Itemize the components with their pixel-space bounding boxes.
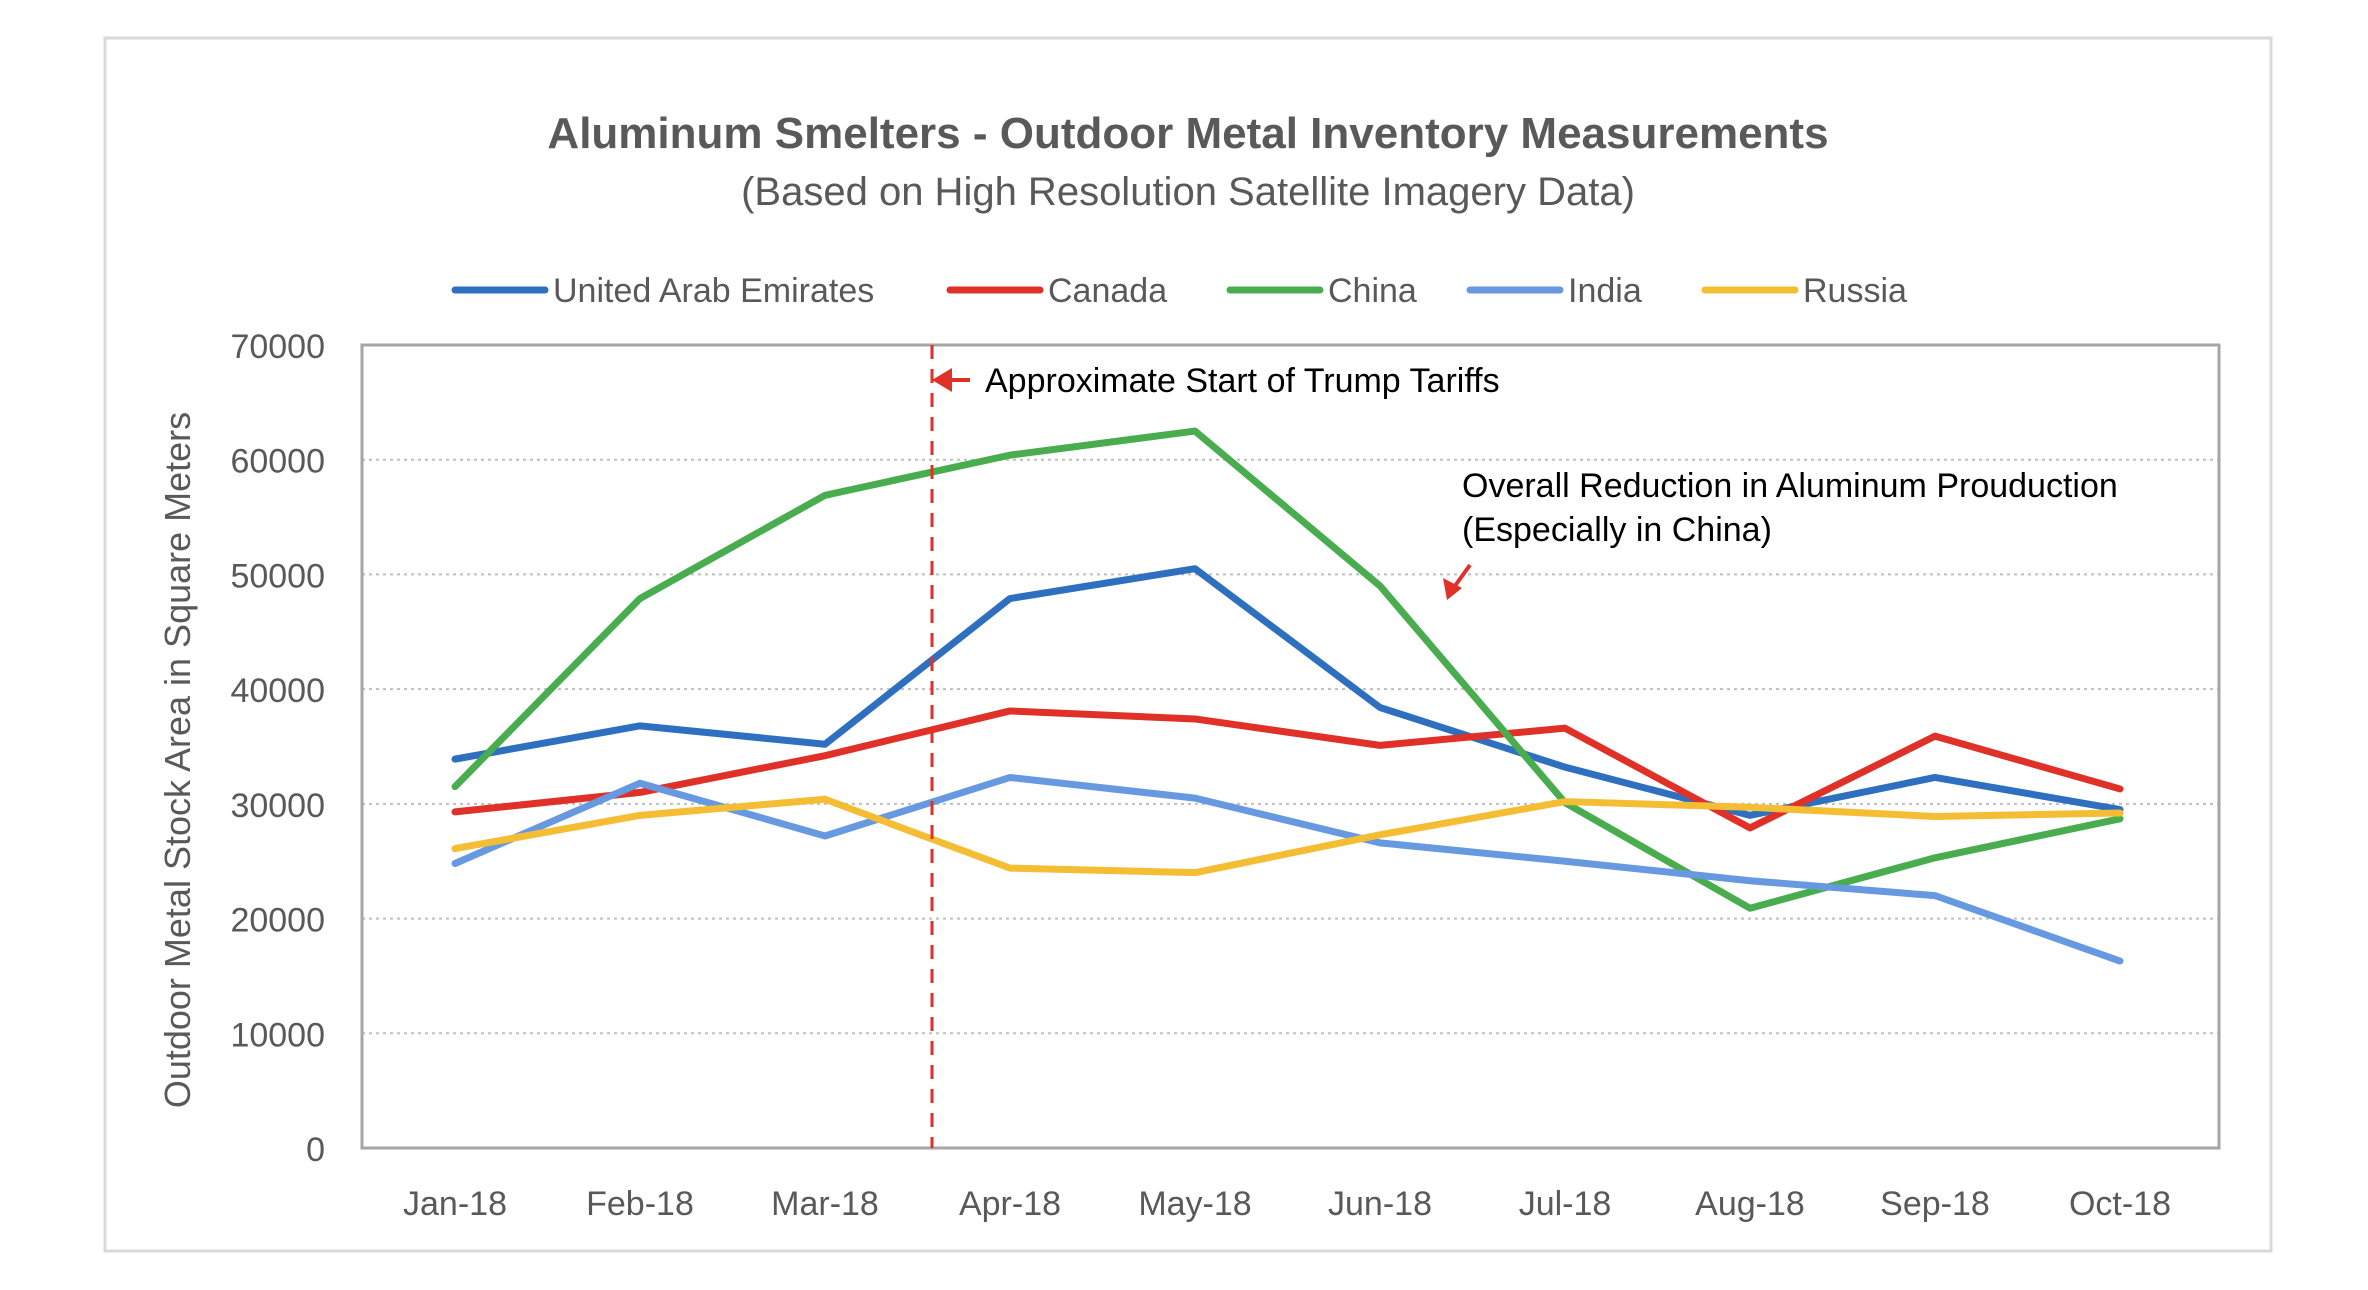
x-tick-label: Aug-18	[1695, 1185, 1805, 1223]
reduction-annotation-line1: Overall Reduction in Aluminum Prouductio…	[1462, 467, 2118, 505]
legend-label: India	[1568, 272, 1642, 310]
series-lines	[451, 427, 2124, 965]
legend-item-united-arab-emirates: United Arab Emirates	[451, 272, 874, 310]
chart-frame	[103, 36, 2273, 1253]
y-tick-label: 10000	[230, 1016, 325, 1054]
x-tick-label: May-18	[1138, 1185, 1251, 1223]
x-tick-label: Mar-18	[771, 1185, 879, 1223]
x-tick-label: Jun-18	[1328, 1185, 1432, 1223]
series-line-china	[451, 427, 2124, 912]
y-tick-label: 60000	[230, 443, 325, 481]
chart-title: Aluminum Smelters - Outdoor Metal Invent…	[547, 109, 1828, 158]
legend: United Arab Emirates Canada China India Russ…	[451, 272, 1907, 310]
chart-subtitle: (Based on High Resolution Satellite Imag…	[741, 170, 1635, 214]
tariff-arrow-icon	[932, 368, 970, 392]
x-tick-label: Oct-18	[2069, 1185, 2171, 1223]
legend-item-china: China	[1226, 272, 1417, 310]
plot-area-border	[360, 343, 2221, 1150]
y-tick-label: 0	[306, 1131, 325, 1169]
legend-label: Russia	[1803, 272, 1907, 310]
series-line-canada	[451, 707, 2124, 832]
legend-item-canada: Canada	[946, 272, 1167, 310]
y-tick-label: 70000	[230, 328, 325, 366]
y-axis-label: Outdoor Metal Stock Area in Square Meter…	[157, 412, 198, 1108]
reduction-arrow-icon	[1443, 563, 1472, 600]
x-tick-label: Apr-18	[959, 1185, 1061, 1223]
x-tick-label: Jan-18	[403, 1185, 507, 1223]
x-tick-label: Jul-18	[1519, 1185, 1612, 1223]
y-tick-label: 30000	[230, 787, 325, 825]
gridlines	[362, 458, 2219, 1035]
tariff-annotation: Approximate Start of Trump Tariffs	[985, 362, 1500, 400]
reduction-annotation-line2: (Especially in China)	[1462, 511, 1772, 549]
y-tick-label: 20000	[230, 902, 325, 940]
series-line-united-arab-emirates	[451, 565, 2124, 819]
legend-label: United Arab Emirates	[553, 272, 874, 310]
x-tick-label: Feb-18	[586, 1185, 694, 1223]
legend-label: China	[1328, 272, 1417, 310]
x-tick-label: Sep-18	[1880, 1185, 1990, 1223]
x-axis-ticks: Jan-18 Feb-18 Mar-18 Apr-18 May-18 Jun-18 Jul-…	[403, 1185, 2171, 1223]
legend-label: Canada	[1048, 272, 1167, 310]
y-tick-label: 50000	[230, 557, 325, 595]
series-line-russia	[451, 795, 2124, 877]
y-tick-label: 40000	[230, 672, 325, 710]
legend-item-india: India	[1466, 272, 1642, 310]
legend-item-russia: Russia	[1701, 272, 1907, 310]
y-axis-ticks: 0 10000 20000 30000 40000 50000 60000 70000	[230, 328, 325, 1169]
